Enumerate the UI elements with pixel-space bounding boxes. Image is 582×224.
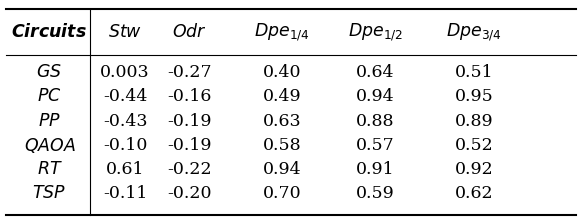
- Text: -0.44: -0.44: [103, 88, 147, 106]
- Text: $\mathit{PP}$: $\mathit{PP}$: [38, 113, 61, 130]
- Text: -0.19: -0.19: [167, 113, 211, 130]
- Text: -0.27: -0.27: [167, 64, 211, 81]
- Text: 0.59: 0.59: [356, 185, 395, 202]
- Text: 0.70: 0.70: [263, 185, 301, 202]
- Text: 0.88: 0.88: [356, 113, 395, 130]
- Text: -0.10: -0.10: [103, 137, 147, 154]
- Text: 0.95: 0.95: [455, 88, 494, 106]
- Text: 0.94: 0.94: [263, 161, 301, 178]
- Text: -0.43: -0.43: [103, 113, 147, 130]
- Text: 0.63: 0.63: [263, 113, 301, 130]
- Text: 0.94: 0.94: [356, 88, 395, 106]
- Text: -0.11: -0.11: [103, 185, 147, 202]
- Text: 0.58: 0.58: [263, 137, 301, 154]
- Text: -0.16: -0.16: [167, 88, 211, 106]
- Text: $\mathit{TSP}$: $\mathit{TSP}$: [33, 185, 66, 202]
- Text: 0.62: 0.62: [455, 185, 494, 202]
- Text: -0.19: -0.19: [167, 137, 211, 154]
- Text: 0.64: 0.64: [356, 64, 395, 81]
- Text: $\mathit{RT}$: $\mathit{RT}$: [37, 161, 62, 178]
- Text: -0.22: -0.22: [167, 161, 211, 178]
- Text: $\mathit{GS}$: $\mathit{GS}$: [37, 64, 62, 81]
- Text: 0.89: 0.89: [455, 113, 494, 130]
- Text: $\mathit{QAOA}$: $\mathit{QAOA}$: [23, 136, 76, 155]
- Text: 0.40: 0.40: [263, 64, 301, 81]
- Text: $\mathit{Odr}$: $\mathit{Odr}$: [172, 24, 207, 41]
- Text: -0.20: -0.20: [167, 185, 211, 202]
- Text: 0.91: 0.91: [356, 161, 395, 178]
- Text: 0.49: 0.49: [263, 88, 301, 106]
- Text: $\mathit{Stw}$: $\mathit{Stw}$: [108, 24, 142, 41]
- Text: 0.92: 0.92: [455, 161, 494, 178]
- Text: $\mathit{Dpe}_{1/4}$: $\mathit{Dpe}_{1/4}$: [254, 22, 310, 43]
- Text: 0.57: 0.57: [356, 137, 395, 154]
- Text: $\bfit{Circuits}$: $\bfit{Circuits}$: [12, 24, 87, 41]
- Text: 0.61: 0.61: [106, 161, 144, 178]
- Text: $\mathit{Dpe}_{3/4}$: $\mathit{Dpe}_{3/4}$: [446, 22, 502, 43]
- Text: 0.52: 0.52: [455, 137, 494, 154]
- Text: $\mathit{PC}$: $\mathit{PC}$: [37, 88, 62, 106]
- Text: 0.003: 0.003: [100, 64, 150, 81]
- Text: $\mathit{Dpe}_{1/2}$: $\mathit{Dpe}_{1/2}$: [348, 22, 403, 43]
- Text: 0.51: 0.51: [455, 64, 494, 81]
